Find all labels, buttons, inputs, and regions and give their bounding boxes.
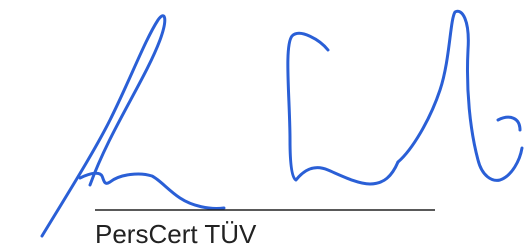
signature-stroke bbox=[80, 173, 224, 208]
signature-block: PersCert TÜV bbox=[0, 0, 526, 244]
signature-stroke bbox=[42, 16, 165, 236]
signature-stroke bbox=[398, 11, 522, 180]
signature-stroke bbox=[288, 33, 398, 184]
signature-stroke bbox=[498, 117, 520, 130]
page: PersCert TÜV (() => { const data = JSON.… bbox=[0, 0, 526, 244]
signature-caption: PersCert TÜV bbox=[95, 219, 257, 244]
signature-strokes bbox=[42, 11, 522, 236]
